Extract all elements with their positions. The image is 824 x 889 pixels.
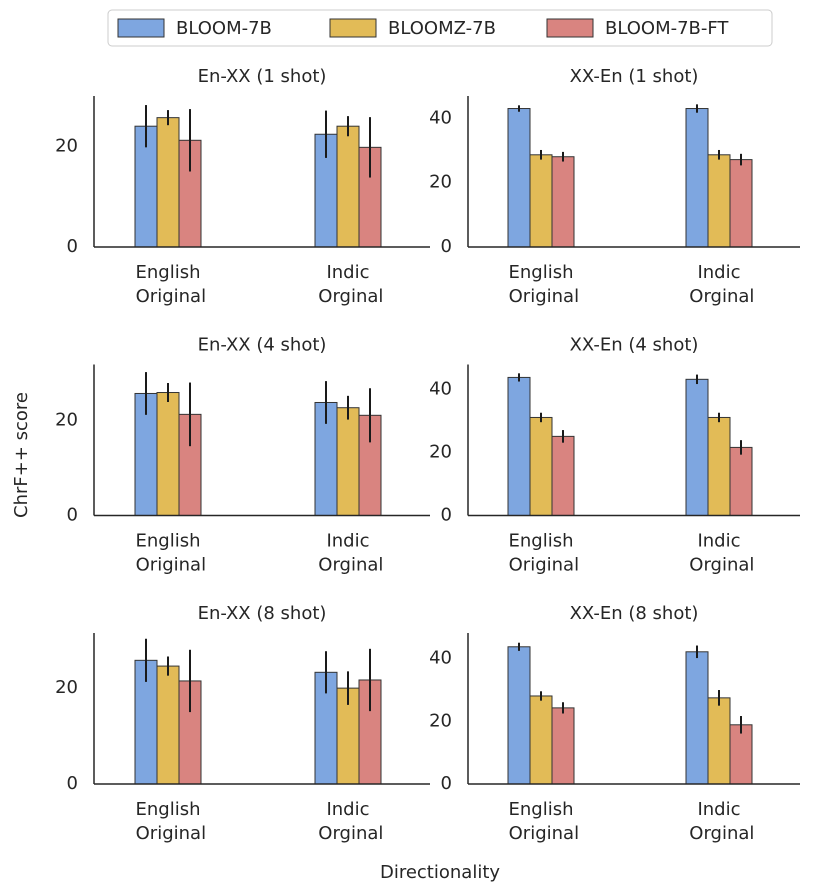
x-tick-label: English Original	[130, 531, 206, 576]
bar	[729, 159, 753, 248]
panel-title: XX-En (8 shot)	[570, 603, 699, 624]
x-tick-label: English Original	[503, 531, 579, 576]
y-tick-label: 0	[441, 505, 452, 526]
y-tick-label: 20	[55, 677, 78, 698]
legend-label: BLOOM-7B-FT	[605, 18, 729, 39]
y-tick-label: 40	[429, 648, 452, 669]
bar	[156, 117, 180, 248]
bar	[336, 407, 360, 516]
bar	[685, 378, 709, 516]
bar	[156, 392, 180, 516]
y-tick-label: 20	[429, 441, 452, 462]
y-tick-label: 40	[429, 107, 452, 128]
y-tick-label: 20	[55, 410, 78, 431]
bar	[529, 154, 553, 248]
legend-label: BLOOMZ-7B	[388, 18, 496, 39]
bar	[507, 376, 531, 516]
x-tick-label: English Original	[503, 262, 579, 307]
legend-swatch	[329, 18, 377, 38]
x-tick-label: English Original	[130, 799, 206, 844]
bar	[707, 697, 731, 785]
x-tick-label: English Original	[130, 262, 206, 307]
bar	[685, 108, 709, 248]
y-tick-label: 0	[67, 236, 78, 257]
panel-title: En-XX (4 shot)	[198, 335, 327, 356]
x-tick-label: English Original	[503, 799, 579, 844]
bar	[707, 416, 731, 516]
bar	[507, 108, 531, 248]
x-tick-label: Indic Orginal	[684, 799, 755, 844]
y-tick-label: 0	[441, 773, 452, 794]
x-tick-label: Indic Orginal	[313, 799, 384, 844]
bar	[156, 665, 180, 785]
y-tick-label: 0	[67, 505, 78, 526]
panel-title: XX-En (1 shot)	[570, 66, 699, 87]
legend-frame	[107, 9, 773, 47]
panel-title: En-XX (1 shot)	[198, 66, 327, 87]
bar	[551, 435, 575, 516]
bar	[551, 707, 575, 785]
bar	[507, 646, 531, 785]
x-tick-label: Indic Orginal	[684, 531, 755, 576]
y-tick-label: 0	[441, 236, 452, 257]
y-tick-label: 20	[55, 135, 78, 156]
panel-title: XX-En (4 shot)	[570, 335, 699, 356]
bar	[529, 695, 553, 785]
y-tick-label: 20	[429, 172, 452, 193]
y-tick-label: 20	[429, 710, 452, 731]
y-tick-label: 40	[429, 378, 452, 399]
legend-swatch	[117, 18, 165, 38]
x-tick-label: Indic Orginal	[313, 262, 384, 307]
bar	[685, 651, 709, 785]
bar	[729, 446, 753, 516]
x-tick-label: Indic Orginal	[684, 262, 755, 307]
legend-label: BLOOM-7B	[176, 18, 272, 39]
bar	[336, 125, 360, 248]
bar	[529, 416, 553, 516]
x-tick-label: Indic Orginal	[313, 531, 384, 576]
bar	[707, 154, 731, 248]
bar	[729, 724, 753, 785]
x-axis-label: Directionality	[380, 862, 500, 883]
bar	[551, 156, 575, 248]
y-tick-label: 0	[67, 773, 78, 794]
legend-swatch	[546, 18, 594, 38]
y-axis-label: ChrF++ score	[11, 392, 32, 518]
panel-title: En-XX (8 shot)	[198, 603, 327, 624]
